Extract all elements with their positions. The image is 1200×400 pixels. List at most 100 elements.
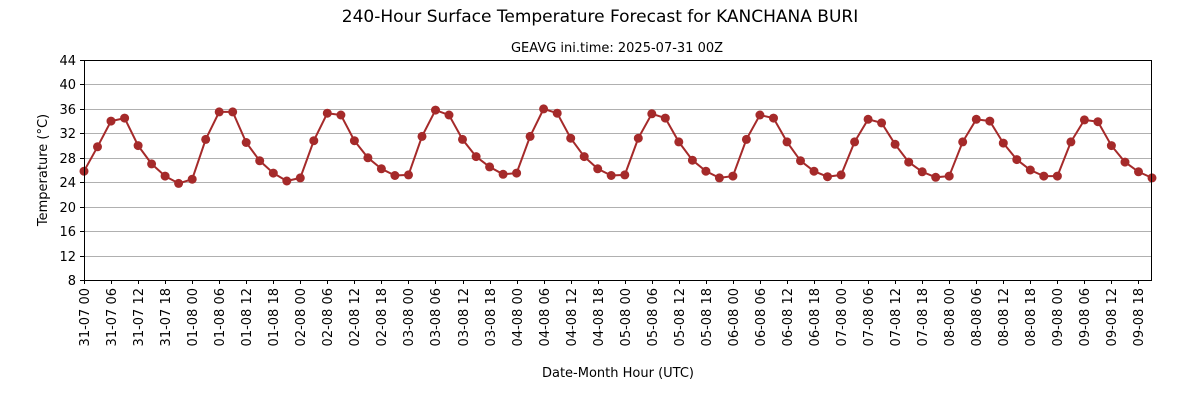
data-point (863, 114, 873, 124)
x-tick-label: 07-08 00 (835, 288, 850, 346)
x-tick-label: 09-08 18 (1132, 288, 1147, 346)
data-point (755, 110, 765, 120)
data-point (417, 131, 427, 141)
grid-lines (84, 60, 1152, 281)
data-point (404, 170, 413, 180)
data-point (390, 171, 400, 180)
data-point (539, 104, 549, 114)
data-point (850, 137, 860, 147)
x-tick-label: 04-08 18 (592, 288, 607, 346)
x-tick-label: 06-08 12 (781, 288, 796, 346)
x-tick-label: 08-08 18 (1024, 288, 1039, 346)
data-point (552, 108, 562, 118)
data-point (241, 138, 251, 147)
data-point (836, 170, 846, 180)
data-point (931, 172, 941, 182)
x-tick-label: 02-08 12 (348, 288, 363, 346)
data-point (985, 116, 995, 126)
x-tick-label: 07-08 12 (889, 288, 904, 346)
y-tick-label: 36 (59, 103, 76, 118)
data-point (769, 113, 778, 123)
x-tick-label: 06-08 18 (808, 288, 823, 346)
data-point (606, 171, 616, 180)
y-tick-label: 24 (59, 176, 76, 191)
x-tick-label: 31-07 06 (105, 288, 120, 346)
data-point (376, 164, 386, 174)
data-point (120, 113, 130, 123)
data-point (147, 159, 157, 169)
data-point (268, 168, 278, 178)
data-point (228, 107, 238, 117)
series-layer (79, 104, 1157, 188)
x-tick-label: 08-08 00 (943, 288, 958, 346)
data-point (1120, 157, 1130, 167)
data-point (998, 138, 1008, 148)
x-tick-label: 06-08 06 (754, 288, 769, 346)
data-point (282, 176, 292, 186)
data-point (660, 113, 670, 123)
x-tick-label: 08-08 06 (970, 288, 985, 346)
y-tick-label: 44 (59, 54, 76, 69)
x-tick-label: 09-08 00 (1051, 288, 1066, 346)
x-tick-label: 05-08 18 (700, 288, 715, 346)
x-tick-label: 08-08 12 (997, 288, 1012, 346)
x-tick-label: 02-08 18 (375, 288, 390, 346)
x-tick-label: 04-08 00 (511, 288, 526, 346)
data-point (349, 136, 359, 146)
data-point (295, 173, 305, 183)
x-tick-label: 04-08 12 (565, 288, 580, 346)
data-point (498, 169, 508, 179)
data-point (687, 155, 697, 165)
data-point (579, 152, 589, 162)
x-tick-label: 03-08 12 (457, 288, 472, 346)
x-tick-label: 09-08 12 (1105, 288, 1120, 346)
x-tick-label: 01-08 06 (213, 288, 228, 346)
x-tick-label: 02-08 00 (294, 288, 309, 346)
data-point (458, 134, 467, 144)
plot-frame (84, 60, 1152, 281)
data-point (714, 173, 724, 183)
data-point (944, 171, 954, 181)
data-point (1012, 155, 1022, 165)
data-point (782, 137, 792, 147)
x-tick-label: 05-08 12 (673, 288, 688, 346)
data-point (106, 116, 116, 126)
data-point (741, 134, 751, 144)
data-point (890, 139, 900, 149)
data-point (1106, 141, 1116, 151)
data-point (363, 153, 373, 163)
data-point (1039, 171, 1049, 181)
x-tick-label: 01-08 12 (240, 288, 255, 346)
x-tick-label: 06-08 00 (727, 288, 742, 346)
data-point (214, 107, 224, 117)
data-point (917, 167, 927, 177)
data-point (620, 170, 630, 180)
data-point (512, 168, 522, 178)
data-point (701, 166, 711, 176)
data-point (444, 110, 454, 120)
data-point (255, 156, 265, 166)
data-point (1079, 115, 1089, 125)
data-point (971, 114, 981, 124)
y-tick-label: 16 (59, 225, 76, 240)
x-tick-label: 05-08 00 (619, 288, 634, 346)
x-tick-label: 09-08 06 (1078, 288, 1093, 346)
data-point (958, 137, 968, 147)
x-axis: 31-07 00 31-07 06 31-07 12 31-07 18 01-08 00… (78, 280, 1147, 346)
x-tick-label: 31-07 18 (159, 288, 174, 346)
data-point (904, 157, 914, 167)
data-point (674, 137, 684, 147)
data-point (1025, 165, 1035, 175)
y-axis-label: Temperature (°C) (36, 114, 51, 227)
x-tick-label: 02-08 06 (321, 288, 336, 346)
data-point (1134, 167, 1143, 177)
data-point (431, 105, 440, 115)
data-point (1052, 171, 1062, 181)
data-point (647, 109, 657, 119)
data-point (187, 174, 197, 184)
data-point (336, 110, 346, 120)
x-axis-label: Date-Month Hour (UTC) (542, 366, 694, 381)
data-point (796, 156, 805, 166)
